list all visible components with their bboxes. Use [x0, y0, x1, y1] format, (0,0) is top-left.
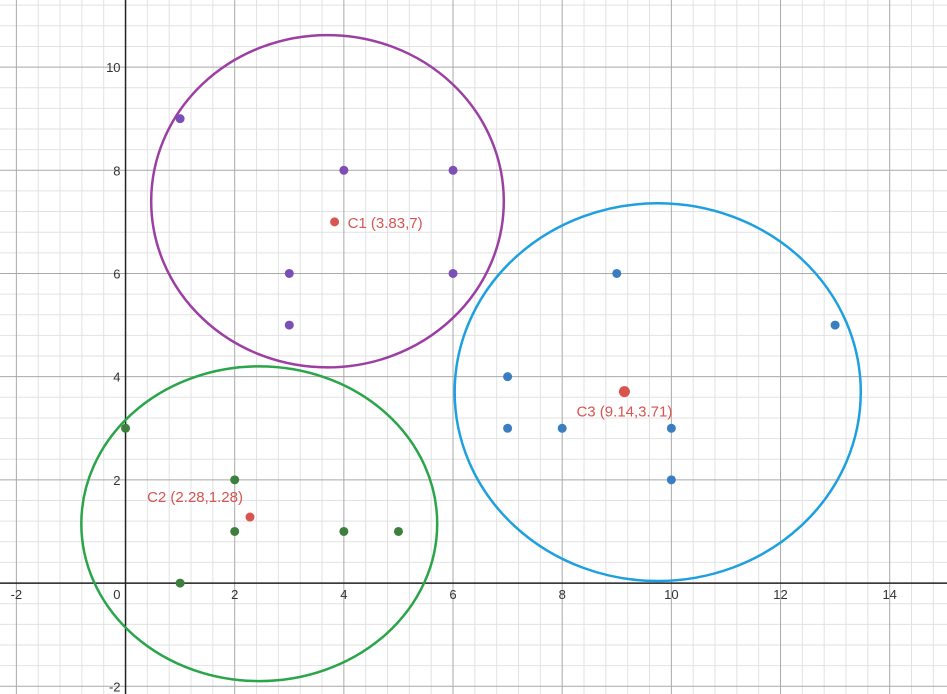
y-tick-label: 6 — [113, 266, 120, 281]
cluster-circles — [80, 33, 863, 683]
data-point — [612, 268, 622, 278]
data-point — [230, 475, 240, 485]
x-tick-label: -2 — [11, 587, 23, 602]
cluster-circle — [149, 33, 506, 369]
x-tick-label: 14 — [882, 587, 896, 602]
y-tick-label: 2 — [113, 473, 120, 488]
y-tick-label: 10 — [106, 60, 120, 75]
data-point — [830, 320, 840, 330]
data-point — [339, 165, 349, 175]
data-point — [175, 114, 185, 124]
data-point — [121, 423, 131, 433]
data-point — [230, 526, 240, 536]
data-point — [448, 268, 458, 278]
cluster-circle — [453, 202, 863, 583]
x-tick-label: 2 — [231, 587, 238, 602]
data-point — [666, 475, 676, 485]
x-tick-label: 12 — [773, 587, 787, 602]
centroid-point — [245, 512, 255, 522]
centroid-label: C3 (9.14,3.71) — [576, 404, 672, 421]
y-tick-label: 4 — [113, 370, 120, 385]
data-point — [557, 423, 567, 433]
x-tick-label: 4 — [340, 587, 347, 602]
data-point — [175, 578, 185, 588]
x-tick-label: 10 — [664, 587, 678, 602]
data-point — [503, 423, 513, 433]
centroid-label: C1 (3.83,7) — [348, 215, 423, 232]
x-tick-label: 8 — [559, 587, 566, 602]
data-point — [393, 526, 403, 536]
y-tick-label: 8 — [113, 163, 120, 178]
data-points — [121, 114, 840, 588]
centroids: C1 (3.83,7) C2 (2.28,1.28) C3 (9.14,3.71) — [147, 215, 672, 522]
data-point — [339, 526, 349, 536]
centroid-label: C2 (2.28,1.28) — [147, 489, 243, 506]
y-tick-label: -2 — [109, 679, 121, 694]
x-tick-label: 6 — [449, 587, 456, 602]
centroid-point — [330, 217, 340, 227]
tick-labels: -2 0 2 4 6 8 10 12 14 -2 2 4 6 8 10 — [11, 60, 897, 694]
data-point — [284, 320, 294, 330]
data-point — [666, 423, 676, 433]
data-point — [503, 372, 513, 382]
data-point — [448, 165, 458, 175]
x-tick-label: 0 — [113, 587, 120, 602]
cluster-circle — [80, 365, 439, 683]
data-point — [284, 268, 294, 278]
centroid-point — [618, 386, 630, 398]
